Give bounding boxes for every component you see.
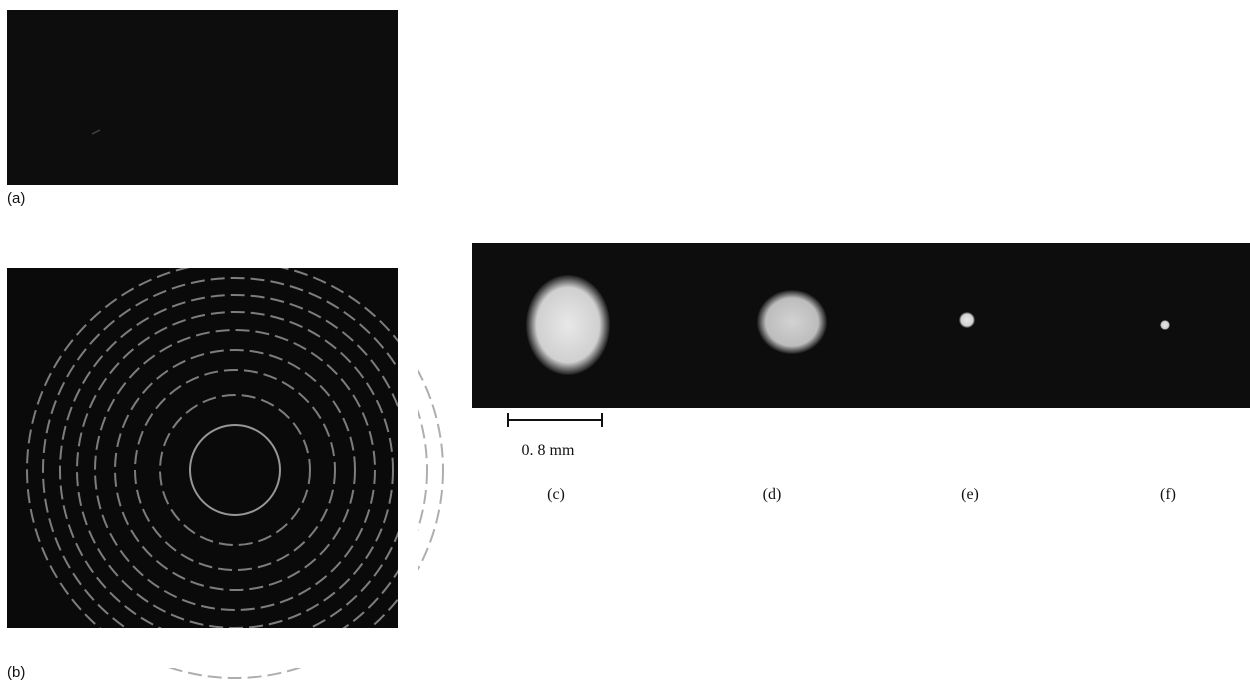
- label-f: (f): [1160, 486, 1176, 503]
- photo-b: [7, 268, 398, 628]
- spot-c: [526, 275, 610, 375]
- label-b: (b): [7, 664, 25, 681]
- spot-e: [959, 312, 975, 328]
- photo-a: [7, 10, 398, 185]
- scale-bar: [508, 413, 602, 427]
- spot-f: [1160, 320, 1170, 330]
- label-d: (d): [763, 486, 782, 503]
- figure: (a) (b) 0. 8 mm (c) (d) (e) (f): [0, 0, 1250, 681]
- scale-label: 0. 8 mm: [522, 442, 575, 459]
- label-a: (a): [7, 190, 25, 207]
- label-e: (e): [961, 486, 979, 503]
- label-c: (c): [547, 486, 565, 503]
- spot-d: [757, 290, 827, 354]
